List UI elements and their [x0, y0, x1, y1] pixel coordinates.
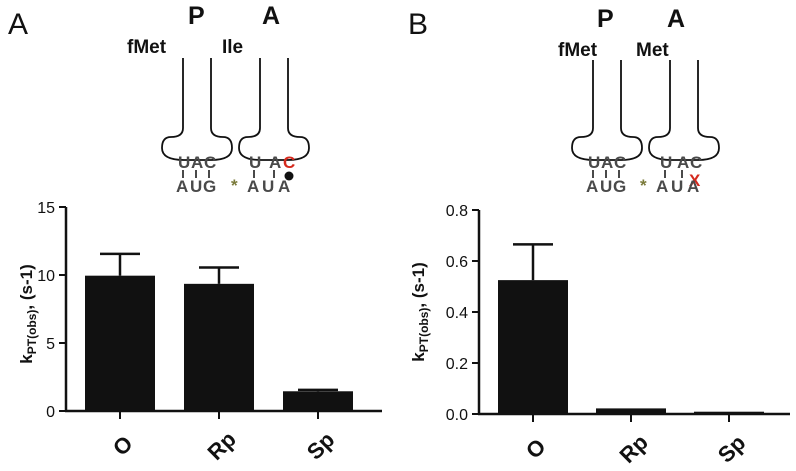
bar-rp	[596, 408, 666, 414]
phosphorothioate-star: *	[231, 176, 238, 195]
codon-a-1: A	[247, 177, 259, 196]
bar-o	[498, 280, 568, 414]
anticodon-a-1: U	[660, 153, 672, 172]
x-tick-label: Rp	[614, 429, 652, 467]
codon-p-1: A	[176, 177, 188, 196]
y-tick-label: 10	[37, 268, 55, 285]
base-pair-ticks	[182, 170, 275, 178]
trna-label-p: fMet	[127, 37, 167, 58]
codon-a-3: A	[687, 177, 699, 196]
anticodon-p-2: A	[601, 153, 613, 172]
x-tick-label: Sp	[713, 430, 751, 468]
bar-sp	[283, 391, 353, 411]
codon-a-1: A	[656, 177, 668, 196]
anticodon-a-2: A	[677, 153, 689, 172]
codon-a-2: U	[671, 177, 683, 196]
trna-label-a: Ile	[222, 37, 243, 58]
base-pair-ticks	[592, 170, 683, 178]
codon-p-3: G	[203, 177, 216, 196]
bar-sp	[694, 411, 764, 414]
bar-chart-a: kPT(obs), (s-1) 0 5 10 15 O Rp Sp	[17, 200, 382, 465]
anticodon-p-3: C	[614, 153, 626, 172]
codon-p-2: U	[190, 177, 202, 196]
anticodon-p-1: U	[178, 153, 190, 172]
mismatch-dot	[284, 171, 294, 181]
bar-chart-b: kPT(obs), (s-1) 0.0 0.2 0.4 0.6 0.8 O Rp Sp	[409, 203, 790, 468]
y-tick-label: 0.4	[446, 305, 468, 322]
codon-a-2: U	[262, 177, 274, 196]
y-tick-label: 0.0	[446, 407, 468, 424]
codon-p-1: A	[586, 177, 598, 196]
bar-o	[85, 275, 155, 411]
y-tick-label: 0.6	[446, 254, 468, 271]
x-tick-label: O	[108, 431, 138, 461]
anticodon-p-1: U	[588, 153, 600, 172]
x-tick-label: Sp	[302, 427, 340, 465]
site-label-a: A	[262, 2, 280, 30]
trna-p-outline	[571, 60, 643, 161]
phosphorothioate-star: *	[640, 176, 647, 195]
trna-label-a: Met	[636, 40, 669, 61]
site-label-p: P	[597, 5, 614, 33]
codon-p-2: U	[600, 177, 612, 196]
y-axis-label: kPT(obs), (s-1)	[409, 262, 431, 361]
panel-letter: A	[8, 8, 28, 41]
y-tick-label: 0.8	[446, 203, 468, 220]
trna-label-p: fMet	[558, 40, 598, 61]
anticodon-a-3: C	[690, 153, 702, 172]
anticodon-a-2: A	[269, 153, 281, 172]
panel-letter: B	[408, 8, 428, 41]
site-label-a: A	[667, 5, 685, 33]
trna-diagram: P A fMet Ile U A C U A C A U G *	[127, 2, 310, 196]
panel-a: A P A fMet Ile U A C U A C A U G	[8, 2, 382, 465]
trna-a-outline	[238, 58, 310, 161]
trna-diagram: P A fMet Met U A C U A C X A U G *	[558, 5, 720, 196]
y-tick-label: 15	[37, 200, 55, 217]
anticodon-p-2: A	[191, 153, 203, 172]
anticodon-a-1: U	[249, 153, 261, 172]
y-axis-label: kPT(obs), (s-1)	[17, 264, 39, 363]
site-label-p: P	[188, 2, 205, 30]
panel-b: B P A fMet Met U A C U A C X A U	[408, 5, 790, 468]
trna-a-outline	[648, 60, 720, 161]
codon-p-3: G	[613, 177, 626, 196]
anticodon-p-3: C	[204, 153, 216, 172]
mismatch-x-mark: X	[689, 171, 701, 190]
bar-rp	[184, 283, 254, 411]
anticodon-a-3-highlighted: C	[283, 153, 295, 172]
y-tick-label: 0	[46, 404, 55, 421]
trna-p-outline	[161, 58, 233, 161]
y-tick-label: 5	[46, 336, 55, 353]
x-tick-label: Rp	[202, 426, 240, 464]
x-tick-label: O	[521, 434, 551, 464]
y-tick-label: 0.2	[446, 356, 468, 373]
codon-a-3: A	[278, 177, 290, 196]
